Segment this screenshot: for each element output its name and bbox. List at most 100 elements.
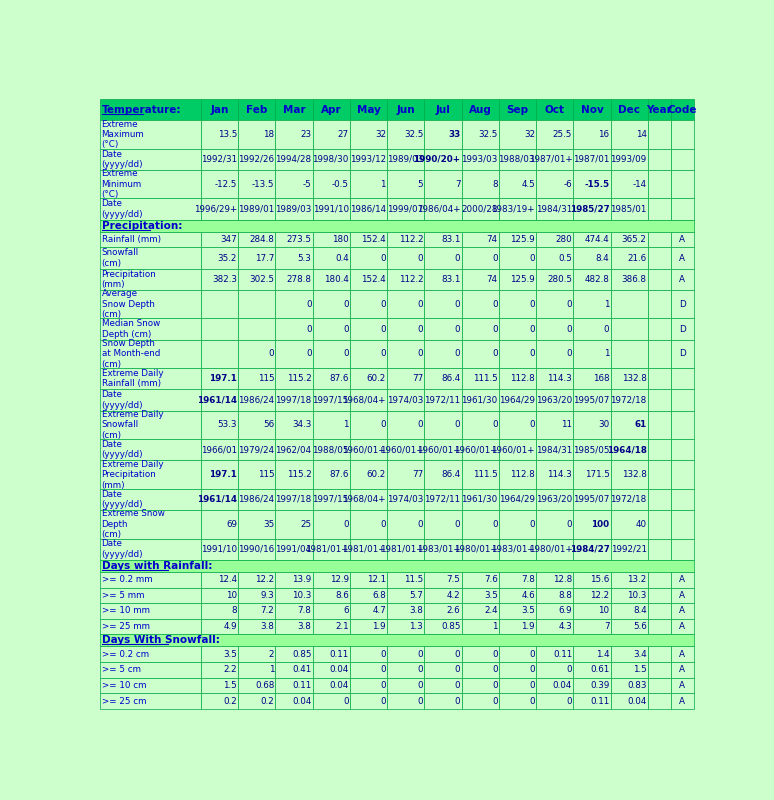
FancyBboxPatch shape [100,410,201,439]
FancyBboxPatch shape [201,461,238,489]
Text: 0: 0 [529,520,535,529]
Text: 8: 8 [231,606,237,615]
FancyBboxPatch shape [387,646,424,662]
FancyBboxPatch shape [276,439,313,461]
FancyBboxPatch shape [648,646,671,662]
FancyBboxPatch shape [648,170,671,198]
FancyBboxPatch shape [350,461,387,489]
Text: 1981/01+: 1981/01+ [343,545,386,554]
Text: 35.2: 35.2 [217,254,237,262]
Text: 8.4: 8.4 [596,254,609,262]
Text: 0: 0 [380,666,386,674]
FancyBboxPatch shape [611,410,648,439]
Text: 4.3: 4.3 [559,622,572,631]
Text: 0: 0 [380,697,386,706]
Text: 1993/03: 1993/03 [461,155,498,164]
FancyBboxPatch shape [648,149,671,170]
FancyBboxPatch shape [387,120,424,149]
Text: -12.5: -12.5 [214,180,237,189]
FancyBboxPatch shape [100,99,201,120]
FancyBboxPatch shape [671,694,694,709]
Text: 112.2: 112.2 [399,235,423,244]
Text: Date
(yyyy/dd): Date (yyyy/dd) [101,490,143,509]
Text: 0: 0 [380,421,386,430]
FancyBboxPatch shape [424,340,461,368]
FancyBboxPatch shape [499,318,536,340]
FancyBboxPatch shape [238,662,276,678]
Text: 33: 33 [448,130,461,139]
Text: 1964/29: 1964/29 [499,495,535,504]
FancyBboxPatch shape [671,678,694,694]
Text: 1980/01+: 1980/01+ [454,545,498,554]
Text: 1989/01: 1989/01 [238,205,274,214]
Text: 1.5: 1.5 [224,681,237,690]
FancyBboxPatch shape [574,269,611,290]
Text: 1968/04+: 1968/04+ [343,395,386,405]
FancyBboxPatch shape [536,587,574,603]
FancyBboxPatch shape [536,662,574,678]
FancyBboxPatch shape [499,368,536,390]
FancyBboxPatch shape [648,618,671,634]
FancyBboxPatch shape [671,232,694,247]
Text: Snowfall
(cm): Snowfall (cm) [101,249,139,268]
FancyBboxPatch shape [611,99,648,120]
Text: 1983/19+: 1983/19+ [491,205,535,214]
Text: 53.3: 53.3 [217,421,237,430]
FancyBboxPatch shape [536,198,574,220]
Text: 11: 11 [561,421,572,430]
FancyBboxPatch shape [238,318,276,340]
Text: 1.5: 1.5 [633,666,646,674]
FancyBboxPatch shape [424,170,461,198]
FancyBboxPatch shape [536,572,574,587]
FancyBboxPatch shape [424,198,461,220]
Text: 132.8: 132.8 [622,374,646,383]
FancyBboxPatch shape [350,340,387,368]
FancyBboxPatch shape [276,662,313,678]
Text: Temperature:: Temperature: [101,105,181,114]
FancyBboxPatch shape [238,439,276,461]
Text: 0: 0 [455,666,461,674]
Text: Precipitation:: Precipitation: [101,221,182,231]
Text: 0: 0 [529,421,535,430]
FancyBboxPatch shape [387,587,424,603]
Text: 0: 0 [418,666,423,674]
Text: 0: 0 [604,325,609,334]
FancyBboxPatch shape [424,510,461,538]
FancyBboxPatch shape [276,120,313,149]
Text: 2.4: 2.4 [484,606,498,615]
FancyBboxPatch shape [574,646,611,662]
Text: 8.6: 8.6 [335,591,349,600]
FancyBboxPatch shape [313,662,350,678]
FancyBboxPatch shape [611,587,648,603]
Text: 0: 0 [380,325,386,334]
FancyBboxPatch shape [671,489,694,510]
FancyBboxPatch shape [313,170,350,198]
FancyBboxPatch shape [499,603,536,618]
FancyBboxPatch shape [201,439,238,461]
FancyBboxPatch shape [461,198,499,220]
FancyBboxPatch shape [238,572,276,587]
FancyBboxPatch shape [100,439,201,461]
Text: 0.85: 0.85 [441,622,461,631]
Text: 7.6: 7.6 [484,575,498,584]
Text: Year: Year [646,105,672,114]
Text: 86.4: 86.4 [441,470,461,479]
FancyBboxPatch shape [648,572,671,587]
Text: 0.11: 0.11 [553,650,572,658]
FancyBboxPatch shape [499,290,536,318]
FancyBboxPatch shape [611,538,648,560]
Text: Oct: Oct [545,105,565,114]
FancyBboxPatch shape [313,410,350,439]
Text: 60.2: 60.2 [367,470,386,479]
FancyBboxPatch shape [201,587,238,603]
FancyBboxPatch shape [238,198,276,220]
FancyBboxPatch shape [461,232,499,247]
Text: Precipitation
(mm): Precipitation (mm) [101,270,156,289]
FancyBboxPatch shape [276,340,313,368]
Text: 347: 347 [221,235,237,244]
FancyBboxPatch shape [648,489,671,510]
Text: 0: 0 [455,300,461,309]
FancyBboxPatch shape [499,587,536,603]
FancyBboxPatch shape [671,618,694,634]
FancyBboxPatch shape [100,634,694,646]
